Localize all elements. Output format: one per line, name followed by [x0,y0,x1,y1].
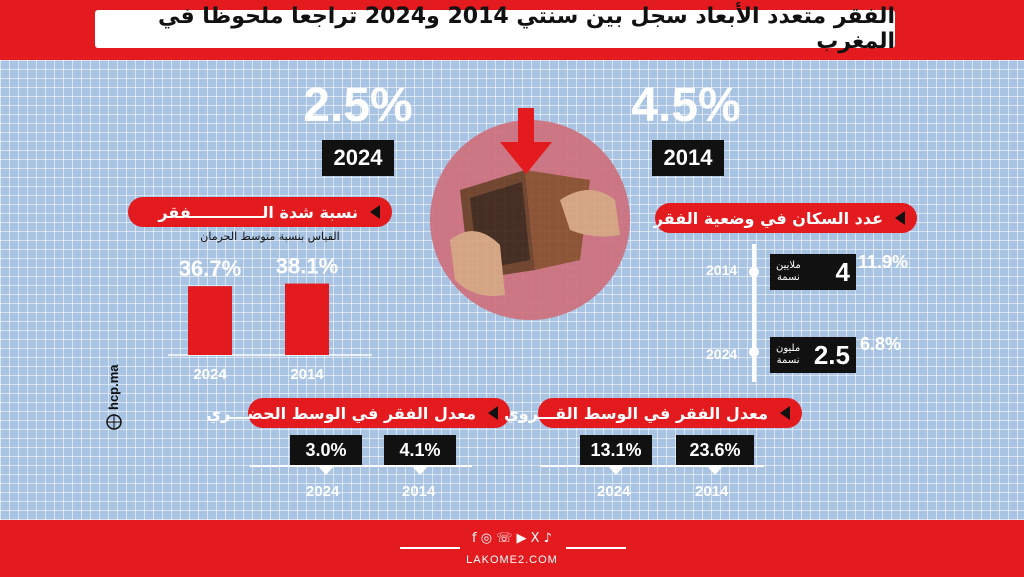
headline-year-2014: 2014 [652,140,724,176]
population-timeline [749,244,759,382]
footer-bar [0,520,1024,577]
bar-2014 [285,283,329,355]
rural-heading: معدل الفقر في الوسط القـــروي [504,398,802,428]
urban-notch [318,466,334,475]
headline-value-2014: 4.5% [631,79,741,132]
bar-value-label: 38.1% [276,254,338,279]
urban-year-2014: 2014 [402,483,436,500]
source-text: hcp.ma [106,364,121,410]
youtube-icon[interactable]: ▶ [516,531,527,546]
population-box-2014: 4 ملايين نسمة [770,254,856,290]
source-label: hcp.ma [102,360,126,430]
rural-year-2014: 2014 [695,483,729,500]
whatsapp-icon[interactable]: ☏ [496,531,513,546]
arrow-down-icon [500,108,552,174]
page-title: الفقر متعدد الأبعاد سجل بين سنتي 2014 و2… [95,4,895,54]
population-heading-text: عدد السكان في وضعية الفقر [653,208,883,228]
urban-value-2024: 3.0% [290,435,362,465]
rural-notch [608,466,624,475]
urban-value-2014: 4.1% [384,435,456,465]
social-icons: f ◎ ☏ ▶ X ♪ [472,531,552,546]
headline-year-2024: 2024 [322,140,394,176]
urban-baseline [250,465,472,467]
population-number: 4 [835,256,850,287]
footer-line-right [566,547,626,549]
footer-line-left [400,547,460,549]
urban-year-2024: 2024 [306,483,340,500]
bar-2024 [188,286,232,355]
footer-brand[interactable]: LAKOME2.COM [466,554,558,566]
severity-heading: نسبة شدة الـــــــــــــفقر [128,197,392,227]
population-unit: ملايين نسمة [776,260,801,283]
population-box-2024: 2.5 مليون نسمة [770,337,856,373]
severity-heading-text: نسبة شدة الـــــــــــــفقر [158,202,358,222]
x-icon[interactable]: X [530,531,540,546]
population-pct-2024: 6.8% [860,334,902,354]
population-pct-2014: 11.9% [858,252,909,272]
bar-category-label: 2014 [290,366,324,383]
tiktok-icon[interactable]: ♪ [543,531,552,546]
urban-heading-text: معدل الفقر في الوسط الحضـــري [206,403,476,423]
severity-note: القياس بنسبة متوسط الحرمان [200,230,340,243]
pointer-icon [780,406,790,420]
severity-bar-chart: 36.7% 2024 38.1% 2014 [168,254,372,383]
pointer-icon [370,205,380,219]
population-number: 2.5 [813,339,850,370]
bar-value-label: 36.7% [179,256,241,281]
population-year-2014: 2014 [706,262,738,278]
population-heading: عدد السكان في وضعية الفقر [653,203,917,233]
urban-notch [412,466,428,475]
headline-value-2024: 2.5% [303,79,413,132]
urban-heading: معدل الفقر في الوسط الحضـــري [206,398,510,428]
rural-value-2014: 23.6% [676,435,754,465]
rural-value-2024: 13.1% [580,435,652,465]
rural-year-2024: 2024 [597,483,631,500]
pointer-icon [488,406,498,420]
population-year-2024: 2024 [706,346,738,362]
population-unit: مليون نسمة [776,343,801,366]
rural-notch [707,466,723,475]
rural-heading-text: معدل الفقر في الوسط القـــروي [504,403,768,423]
bar-category-label: 2024 [193,366,227,383]
instagram-icon[interactable]: ◎ [480,531,493,546]
rural-baseline [540,465,764,467]
pointer-icon [895,211,905,225]
facebook-icon[interactable]: f [472,531,477,546]
